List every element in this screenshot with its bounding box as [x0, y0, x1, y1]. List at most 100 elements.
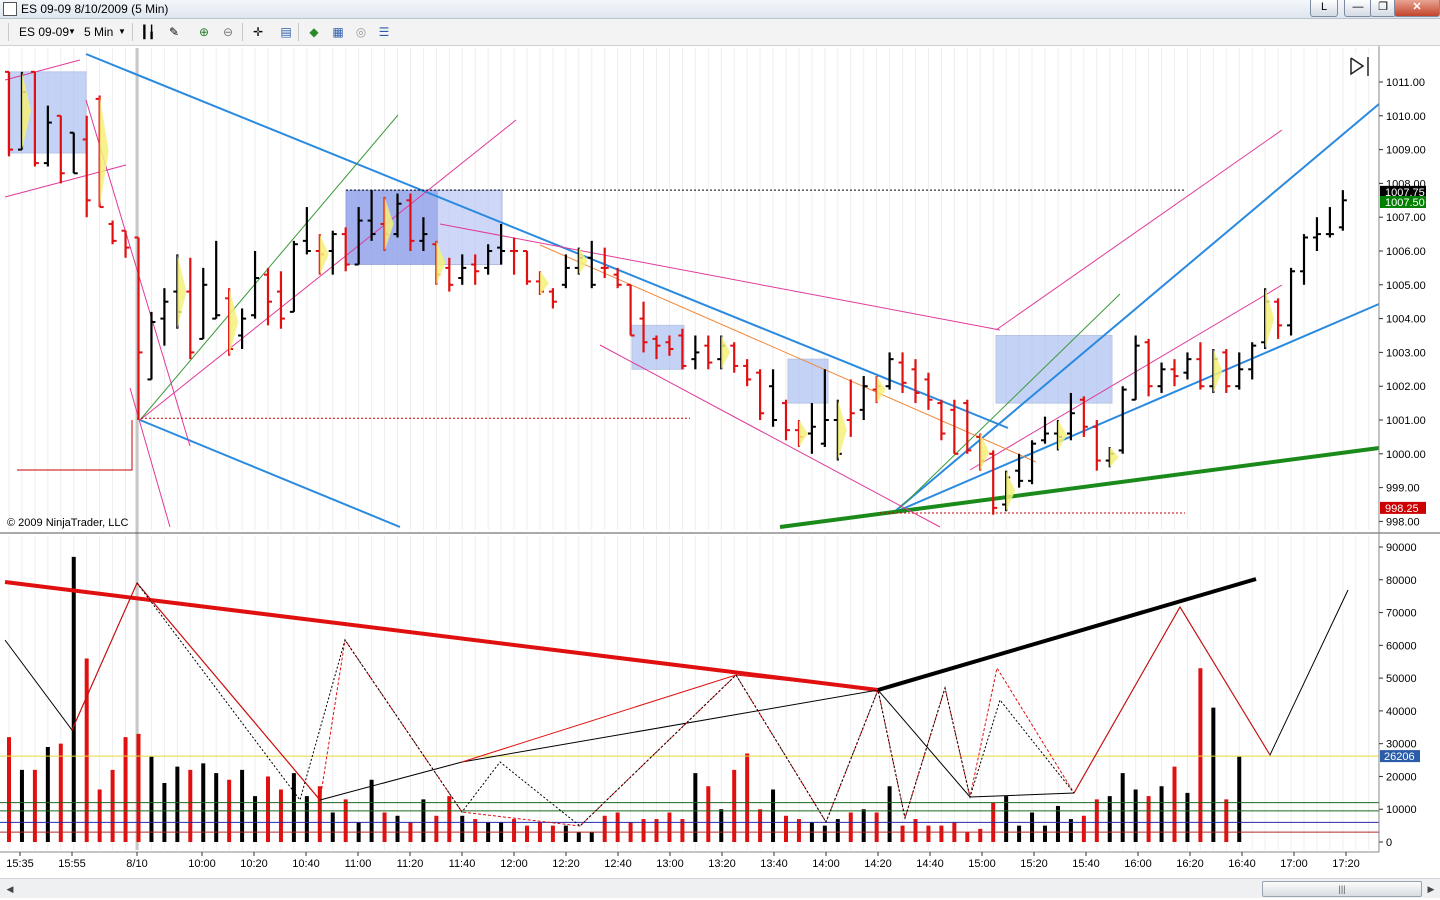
- price-bar: [704, 335, 713, 370]
- price-bar: [523, 250, 531, 285]
- minimize-button[interactable]: —: [1344, 0, 1372, 17]
- scroll-left-icon[interactable]: ◀: [6, 884, 14, 894]
- scroll-to-end-icon[interactable]: [1348, 55, 1372, 77]
- pattern-marker: [319, 234, 329, 275]
- time-axis: 15:35 15:55 8/10 10:00 10:20 10:40 11:00 11:20 1…: [6, 852, 1360, 870]
- volume-label: 0: [1386, 837, 1392, 849]
- price-bar: [743, 359, 752, 387]
- toolbar-separator: [242, 23, 243, 41]
- trend-line: [599, 344, 941, 528]
- price-bar: [807, 403, 816, 454]
- indicators-icon[interactable]: ▦: [332, 25, 344, 39]
- trend-line: [139, 419, 401, 528]
- volume-trend-line: [4, 580, 879, 692]
- data-box-icon[interactable]: ▤: [280, 25, 292, 39]
- price-bar: [782, 399, 790, 441]
- time-label: 14:00: [812, 858, 840, 870]
- volume-label: 90000: [1386, 542, 1417, 554]
- maximize-button[interactable]: ❐: [1370, 0, 1396, 17]
- drawing-tools-icon[interactable]: ✎: [168, 25, 180, 39]
- price-bar: [82, 115, 91, 218]
- price-bar: [937, 399, 946, 441]
- price-bar: [820, 369, 829, 448]
- instrument-selector[interactable]: ES 09-09: [19, 25, 70, 39]
- price-bar: [1274, 298, 1283, 339]
- price-bar: [341, 227, 350, 272]
- zigzag-line: [461, 674, 879, 763]
- volume-label: 30000: [1386, 739, 1417, 751]
- volume-label: 80000: [1386, 575, 1417, 587]
- price-bar: [950, 399, 959, 455]
- interval-dropdown-icon[interactable]: ▼: [118, 27, 126, 36]
- bar-type-icon[interactable]: ┃╽: [140, 25, 156, 39]
- close-button[interactable]: ✕: [1394, 0, 1440, 17]
- price-bar: [548, 288, 557, 309]
- time-label: 17:00: [1280, 858, 1308, 870]
- volume-axis: 90000 80000 70000 60000 50000 40000 30000 20000…: [1379, 542, 1420, 849]
- price-bar: [160, 288, 169, 346]
- help-button[interactable]: L: [1310, 0, 1338, 17]
- properties-icon[interactable]: ◎: [355, 25, 367, 39]
- price-label: 1003.00: [1386, 347, 1426, 359]
- horizontal-scrollbar[interactable]: ◀ ||| ▶: [0, 878, 1440, 898]
- price-bar: [186, 257, 195, 360]
- price-bar: [898, 352, 907, 393]
- price-bar: [1157, 362, 1166, 393]
- chart-area[interactable]: 1011.001010.001009.001008.001007.001006.…: [0, 46, 1440, 878]
- price-label: 1006.00: [1386, 246, 1426, 258]
- price-label: 1004.00: [1386, 314, 1426, 326]
- time-label: 15:35: [6, 858, 34, 870]
- scrollbar-thumb[interactable]: |||: [1262, 881, 1422, 897]
- price-bar: [1312, 217, 1321, 251]
- price-label: 1000.00: [1386, 449, 1426, 461]
- time-label: 15:20: [1020, 858, 1048, 870]
- chart-trader-icon[interactable]: ☰: [378, 25, 390, 39]
- price-bar: [1170, 359, 1179, 387]
- time-label: 14:40: [916, 858, 944, 870]
- trend-line: [995, 129, 1283, 331]
- time-label: 14:20: [864, 858, 892, 870]
- price-bar: [587, 240, 596, 289]
- price-bar: [561, 254, 570, 289]
- instrument-dropdown-icon[interactable]: ▼: [68, 27, 76, 36]
- price-bar: [238, 308, 247, 350]
- strategies-icon[interactable]: ◆: [309, 25, 319, 39]
- pattern-marker: [980, 433, 990, 471]
- price-bar: [5, 70, 13, 157]
- price-bar: [911, 359, 920, 404]
- price-bar: [665, 335, 674, 356]
- price-bar: [924, 372, 933, 410]
- time-label: 12:20: [552, 858, 580, 870]
- crosshair-icon[interactable]: ✛: [252, 25, 264, 39]
- last-price-label-bg: [1380, 185, 1426, 198]
- bid-price-label: 1007.50: [1385, 197, 1425, 209]
- zoom-in-icon[interactable]: ⊕: [198, 25, 210, 39]
- trend-line: [4, 59, 81, 81]
- pattern-marker: [177, 254, 187, 329]
- price-bar: [147, 311, 156, 381]
- trend-line: [85, 53, 1009, 429]
- volume-label: 70000: [1386, 608, 1417, 620]
- volume-label: 50000: [1386, 673, 1417, 685]
- interval-selector[interactable]: 5 Min: [84, 25, 114, 39]
- trend-line: [892, 103, 1380, 514]
- pattern-marker: [1006, 470, 1016, 512]
- scroll-right-icon[interactable]: ▶: [1427, 884, 1435, 894]
- trend-line: [129, 387, 171, 528]
- volume-avg-label-bg: [1380, 750, 1420, 763]
- pattern-marker: [1213, 349, 1223, 393]
- low-price-label-bg: [1380, 501, 1426, 514]
- volume-label: 20000: [1386, 771, 1417, 783]
- time-label: 13:20: [708, 858, 736, 870]
- price-bar: [1066, 392, 1075, 441]
- price-bar: [289, 240, 298, 313]
- price-bar: [264, 267, 272, 326]
- copyright-text: © 2009 NinjaTrader, LLC: [7, 517, 128, 529]
- price-bar: [354, 207, 363, 266]
- pattern-marker: [229, 288, 239, 356]
- zoom-out-icon[interactable]: ⊖: [222, 25, 234, 39]
- window-title: ES 09-09 8/10/2009 (5 Min): [21, 2, 169, 16]
- pattern-marker: [1057, 420, 1067, 451]
- last-price-label: 1007.75: [1385, 187, 1425, 199]
- toolbar-separator: [132, 23, 133, 41]
